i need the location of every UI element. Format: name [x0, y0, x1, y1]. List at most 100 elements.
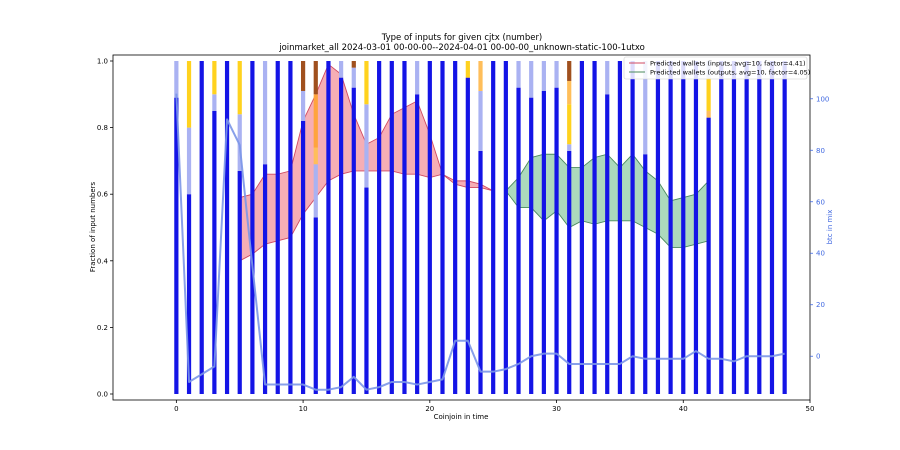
bar-9-segment-blue — [288, 61, 293, 394]
legend: Predicted wallets (inputs, avg=10, facto… — [623, 56, 810, 80]
x-tick-label: 0 — [174, 405, 178, 413]
y2-tick-label: 60 — [816, 198, 825, 206]
bar-0-segment-blue — [174, 97, 179, 394]
y-tick-label: 0.4 — [97, 257, 109, 265]
y2-tick-label: 80 — [816, 147, 825, 155]
y-tick-label: 0.6 — [97, 191, 109, 199]
bar-35-segment-blue — [617, 61, 623, 394]
bar-5-segment-yellow — [237, 61, 242, 115]
bar-37-segment-blue — [643, 154, 648, 394]
bar-15-segment-yellow — [364, 61, 369, 105]
bar-5-segment-blue — [237, 170, 242, 394]
bar-1-segment-light_blue — [186, 127, 192, 195]
y-tick-label: 0.0 — [97, 391, 108, 399]
bar-46-segment-blue — [757, 61, 762, 394]
bar-11-segment-blue — [313, 217, 318, 394]
x-tick-label: 10 — [299, 405, 308, 413]
bar-31-segment-light_orange — [567, 80, 572, 105]
bar-7-segment-blue — [262, 164, 268, 394]
x-axis-label: Coinjoin in time — [434, 413, 489, 421]
bar-23-segment-yellow — [465, 61, 470, 78]
bar-32-segment-blue — [579, 61, 584, 394]
bar-31-segment-blue — [567, 150, 572, 394]
bar-30-segment-blue — [554, 87, 559, 394]
bar-15-segment-blue — [364, 187, 369, 394]
bar-36-segment-blue — [630, 61, 635, 394]
bar-11-segment-brown — [313, 61, 318, 95]
bar-22-segment-blue — [453, 61, 458, 394]
btc-in-mix-line — [175, 93, 785, 391]
bar-25-segment-blue — [491, 61, 496, 394]
bar-42-segment-yellow — [706, 77, 711, 111]
bar-42-segment-blue — [706, 117, 711, 395]
bar-27-segment-light_blue — [516, 61, 521, 88]
bar-16-segment-blue — [377, 61, 382, 394]
bar-18-segment-blue — [402, 61, 407, 394]
bar-19-segment-blue — [415, 94, 420, 395]
bar-44-segment-blue — [731, 61, 737, 394]
bar-3-segment-blue — [212, 110, 217, 394]
y-tick-label: 0.2 — [97, 324, 108, 332]
x-tick-label: 40 — [679, 405, 688, 413]
bar-37-segment-light_blue — [643, 61, 648, 155]
bar-40-segment-blue — [681, 61, 686, 394]
bar-31-segment-brown — [567, 61, 572, 81]
bar-11-segment-light_orange — [313, 147, 318, 165]
y2-axis-label: btc in mix — [826, 210, 834, 245]
y-tick-label: 0.8 — [97, 124, 108, 132]
bar-10-segment-brown — [300, 61, 306, 91]
y-axis-label: Fraction of input numbers — [89, 181, 97, 272]
bar-24-segment-blue — [478, 150, 483, 394]
bar-14-segment-brown — [351, 61, 356, 68]
chart-subtitle: joinmarket_all 2024-03-01 00-00-00--2024… — [278, 43, 645, 53]
bar-29-segment-light_blue — [541, 61, 546, 91]
bar-33-segment-blue — [592, 61, 597, 394]
bar-3-segment-light_blue — [212, 94, 217, 111]
bar-24-segment-light_blue — [478, 90, 483, 151]
bar-19-segment-light_blue — [415, 61, 420, 95]
bar-30-segment-light_blue — [554, 61, 559, 88]
x-tick-label: 50 — [806, 405, 815, 413]
bar-13-segment-light_blue — [339, 61, 344, 78]
bar-47-segment-blue — [769, 61, 775, 394]
bar-39-segment-blue — [668, 61, 673, 394]
bar-23-segment-blue — [465, 77, 470, 395]
bar-17-segment-blue — [389, 61, 394, 394]
bar-2-segment-blue — [199, 61, 204, 394]
bar-20-segment-blue — [427, 61, 432, 394]
bar-8-segment-blue — [275, 61, 280, 394]
bar-26-segment-blue — [503, 61, 508, 394]
bar-12-segment-blue — [326, 61, 331, 394]
bar-13-segment-blue — [339, 77, 344, 395]
x-tick-label: 20 — [425, 405, 434, 413]
y2-tick-label: 0 — [816, 353, 820, 361]
bar-10-segment-light_blue — [300, 90, 306, 121]
bar-38-segment-blue — [655, 61, 661, 394]
legend-box — [623, 56, 808, 80]
bar-48-segment-blue — [782, 61, 787, 394]
bar-1-segment-yellow — [186, 61, 192, 128]
bar-28-segment-blue — [529, 97, 534, 394]
legend-label-outputs: Predicted wallets (outputs, avg=10, fact… — [650, 69, 810, 77]
bar-15-segment-light_blue — [364, 104, 369, 188]
bar-31-segment-yellow — [567, 104, 572, 145]
chart-title: Type of inputs for given cjtx (number) — [381, 33, 543, 43]
bar-41-segment-blue — [693, 61, 699, 394]
y2-tick-label: 20 — [816, 301, 825, 309]
bar-42-segment-light_orange — [706, 110, 711, 118]
bar-1-segment-blue — [186, 194, 192, 394]
y2-tick-label: 40 — [816, 250, 825, 258]
bar-4-segment-blue — [224, 61, 230, 394]
bar-10-segment-blue — [300, 120, 306, 394]
bar-7-segment-light_blue — [262, 61, 268, 165]
btc-in-mix-series — [175, 93, 785, 391]
legend-label-inputs: Predicted wallets (inputs, avg=10, facto… — [650, 60, 806, 68]
bar-34-segment-blue — [605, 94, 610, 395]
bar-14-segment-blue — [351, 87, 356, 394]
bar-45-segment-blue — [744, 61, 749, 394]
bar-11-segment-orange — [313, 94, 318, 148]
bar-27-segment-blue — [516, 87, 521, 394]
bar-5-segment-light_blue — [237, 114, 242, 171]
bar-34-segment-light_blue — [605, 61, 610, 95]
